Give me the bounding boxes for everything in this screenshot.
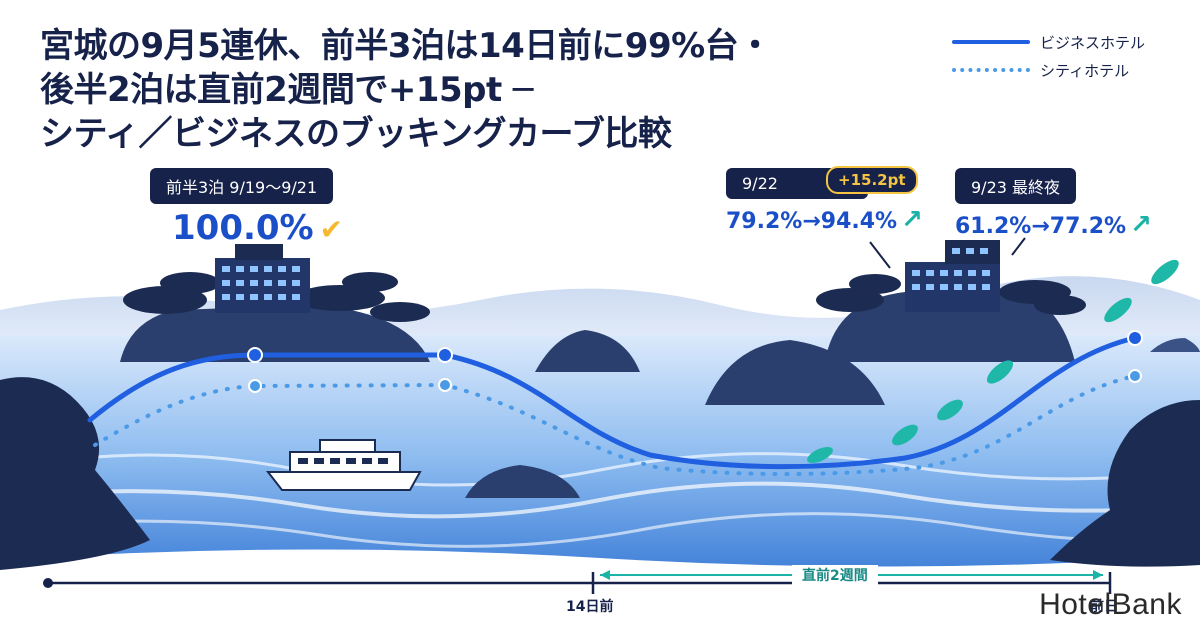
business-curve-points [247,330,1143,363]
wave-3 [0,512,1200,548]
ferry-boat [265,439,422,491]
city-point-early-2 [438,378,452,392]
left-hotel-building [215,244,310,313]
window-label: 直前2週間 [792,565,878,585]
islet-right-small [1150,338,1200,352]
legend-item-city: シティホテル [952,56,1145,84]
callout-first-half-value: 100.0% [172,208,314,248]
pointer-sep23 [1011,237,1026,256]
title-line-3: シティ／ビジネスのブッキングカーブ比較 [40,114,672,154]
callout-sep22-delta-badge: +15.2pt [826,166,918,194]
page-title: 宮城の9月5連休、前半3泊は14日前に99%台・ 後半2泊は直前2週間で+15p… [40,24,800,156]
right-island [825,288,1075,362]
legend-label-city: シティホテル [1040,61,1130,80]
right-trees [816,274,1086,315]
time-axis-start [43,578,53,588]
check-icon: ✔ [319,213,344,246]
legend: ビジネスホテル シティホテル [952,28,1145,84]
arrow-up-icon: ↗ [901,205,923,235]
business-point-early-2 [437,347,453,363]
left-edge-pines [0,377,150,570]
callout-sep23: 9/23 最終夜 61.2%→77.2% ↗ [955,168,1152,240]
city-point-early-1 [248,379,262,393]
right-edge-pines [1050,400,1200,567]
window-arrowhead-left [600,570,610,580]
business-curve [87,335,1138,470]
callout-sep22-value-row: 79.2%→94.4% ↗ [726,205,923,235]
pointer-sep22 [869,241,891,269]
callout-sep23-value-row: 61.2%→77.2% ↗ [955,210,1152,240]
wave-2 [0,481,1200,519]
left-trees [123,272,430,322]
islet-center [535,330,640,372]
city-curve-points [248,369,1142,393]
right-hotel-building [905,240,1000,312]
callout-sep23-value: 61.2%→77.2% [955,214,1127,239]
foreground-shore [0,549,1200,630]
city-point-end [1128,369,1142,383]
window-arrowhead-right [1093,570,1103,580]
legend-swatch-city [952,68,1030,72]
legend-label-business: ビジネスホテル [1040,33,1146,52]
callout-sep23-label: 9/23 最終夜 [955,168,1077,204]
tick-label-end: 前日 [1090,599,1118,615]
callout-first-half-label: 前半3泊 9/19〜9/21 [150,168,334,204]
title-line-1: 宮城の9月5連休、前半3泊は14日前に99%台・ [40,26,772,66]
legend-item-business: ビジネスホテル [952,28,1145,56]
wave-1 [0,452,1200,487]
legend-swatch-business [952,40,1030,44]
rising-leaves [807,259,1179,464]
callout-first-half: 前半3泊 9/19〜9/21 100.0% ✔ [150,168,343,248]
callout-sep22-value: 79.2%→94.4% [726,209,898,234]
left-island [120,305,430,362]
islet-lower [465,465,580,498]
business-point-early-1 [247,347,263,363]
tick-label-14-days: 14日前 [566,599,614,615]
business-point-end [1127,330,1143,346]
title-line-2: 後半2泊は直前2週間で+15pt ─ [40,70,534,110]
watermark-logo: HotelBank [1039,588,1182,621]
callout-first-half-value-row: 100.0% ✔ [172,208,343,248]
arrow-up-icon: ↗ [1130,210,1152,240]
